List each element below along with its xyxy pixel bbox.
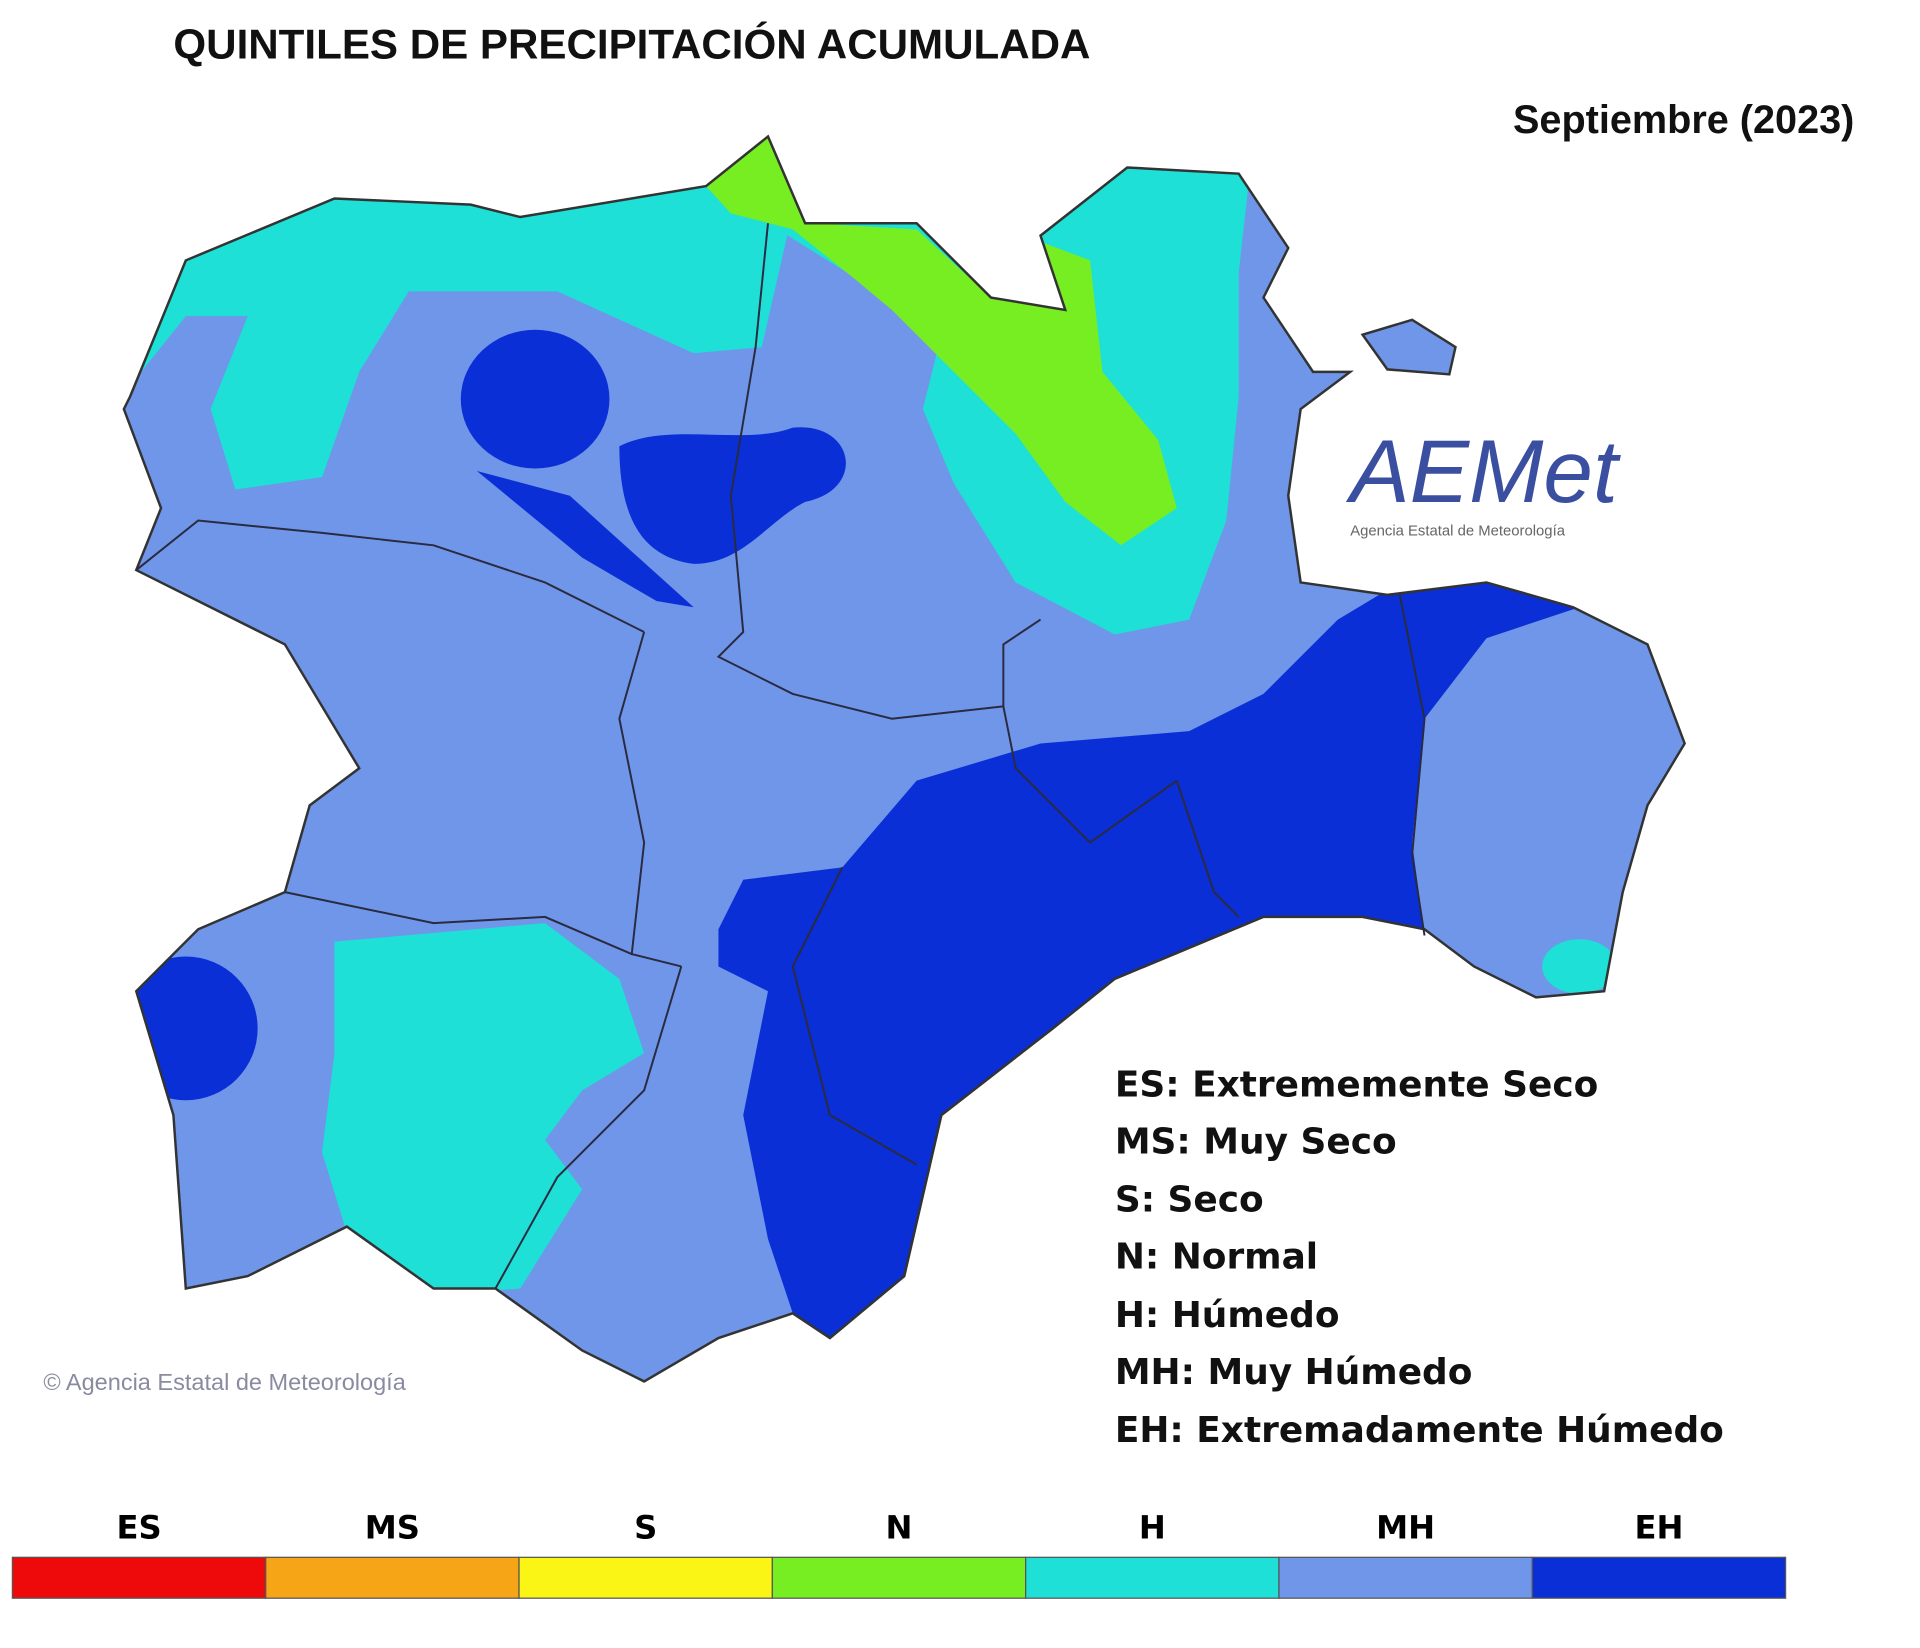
zone-normal	[706, 136, 1177, 546]
aemet-logo: AEMet Agencia Estatal de Meteorología	[1345, 421, 1621, 539]
zone-extremadamente-humedo-southeast	[718, 576, 1580, 1345]
colorbar-segment-es	[11, 1556, 267, 1599]
zone-extremadamente-humedo-north-2	[619, 427, 846, 564]
colorbar-segment-s	[518, 1556, 773, 1599]
zone-humedo-southwest	[322, 923, 645, 1295]
legend-item: H: Húmedo	[1115, 1295, 1340, 1336]
region-map	[122, 135, 1686, 1383]
zone-humedo-east	[1542, 939, 1617, 994]
legend-item: MH: Muy Húmedo	[1115, 1352, 1473, 1393]
colorbar-label: EH	[1634, 1509, 1683, 1547]
colorbar-label: ES	[116, 1509, 161, 1547]
legend-item: ES: Extrememente Seco	[1115, 1065, 1598, 1106]
colorbar-segment-ms	[265, 1556, 520, 1599]
colorbar-label: H	[1139, 1509, 1166, 1547]
zone-extremadamente-humedo-north-3	[476, 470, 694, 608]
period-label: Septiembre (2023)	[1513, 98, 1854, 142]
colorbar-label: MS	[365, 1509, 420, 1547]
colorbar: ES MS S N H MH EH	[11, 1509, 1787, 1599]
legend-item: MS: Muy Seco	[1115, 1121, 1397, 1162]
colorbar-label: S	[634, 1509, 657, 1547]
zone-extremadamente-humedo-west	[123, 956, 258, 1101]
legend-item: N: Normal	[1115, 1237, 1318, 1278]
colorbar-segment-mh	[1278, 1556, 1533, 1599]
colorbar-label: N	[886, 1509, 913, 1547]
logo-subtitle: Agencia Estatal de Meteorología	[1350, 523, 1566, 539]
enclave	[1360, 318, 1457, 376]
province-borders	[135, 223, 1426, 1289]
legend: ES: Extrememente Seco MS: Muy Seco S: Se…	[1115, 1065, 1724, 1452]
logo-text: AEMet	[1345, 421, 1621, 521]
colorbar-segment-eh	[1531, 1556, 1787, 1599]
zone-extremadamente-humedo-north-1	[460, 329, 610, 469]
colorbar-segment-h	[1025, 1556, 1280, 1599]
legend-item: S: Seco	[1115, 1180, 1264, 1221]
copyright: © Agencia Estatal de Meteorología	[43, 1369, 406, 1395]
zone-humedo-northwest	[123, 173, 793, 490]
colorbar-segment-n	[771, 1556, 1027, 1599]
legend-item: EH: Extremadamente Húmedo	[1115, 1410, 1724, 1451]
colorbar-label: MH	[1376, 1509, 1435, 1547]
map-title: QUINTILES DE PRECIPITACIÓN ACUMULADA	[173, 19, 1090, 67]
